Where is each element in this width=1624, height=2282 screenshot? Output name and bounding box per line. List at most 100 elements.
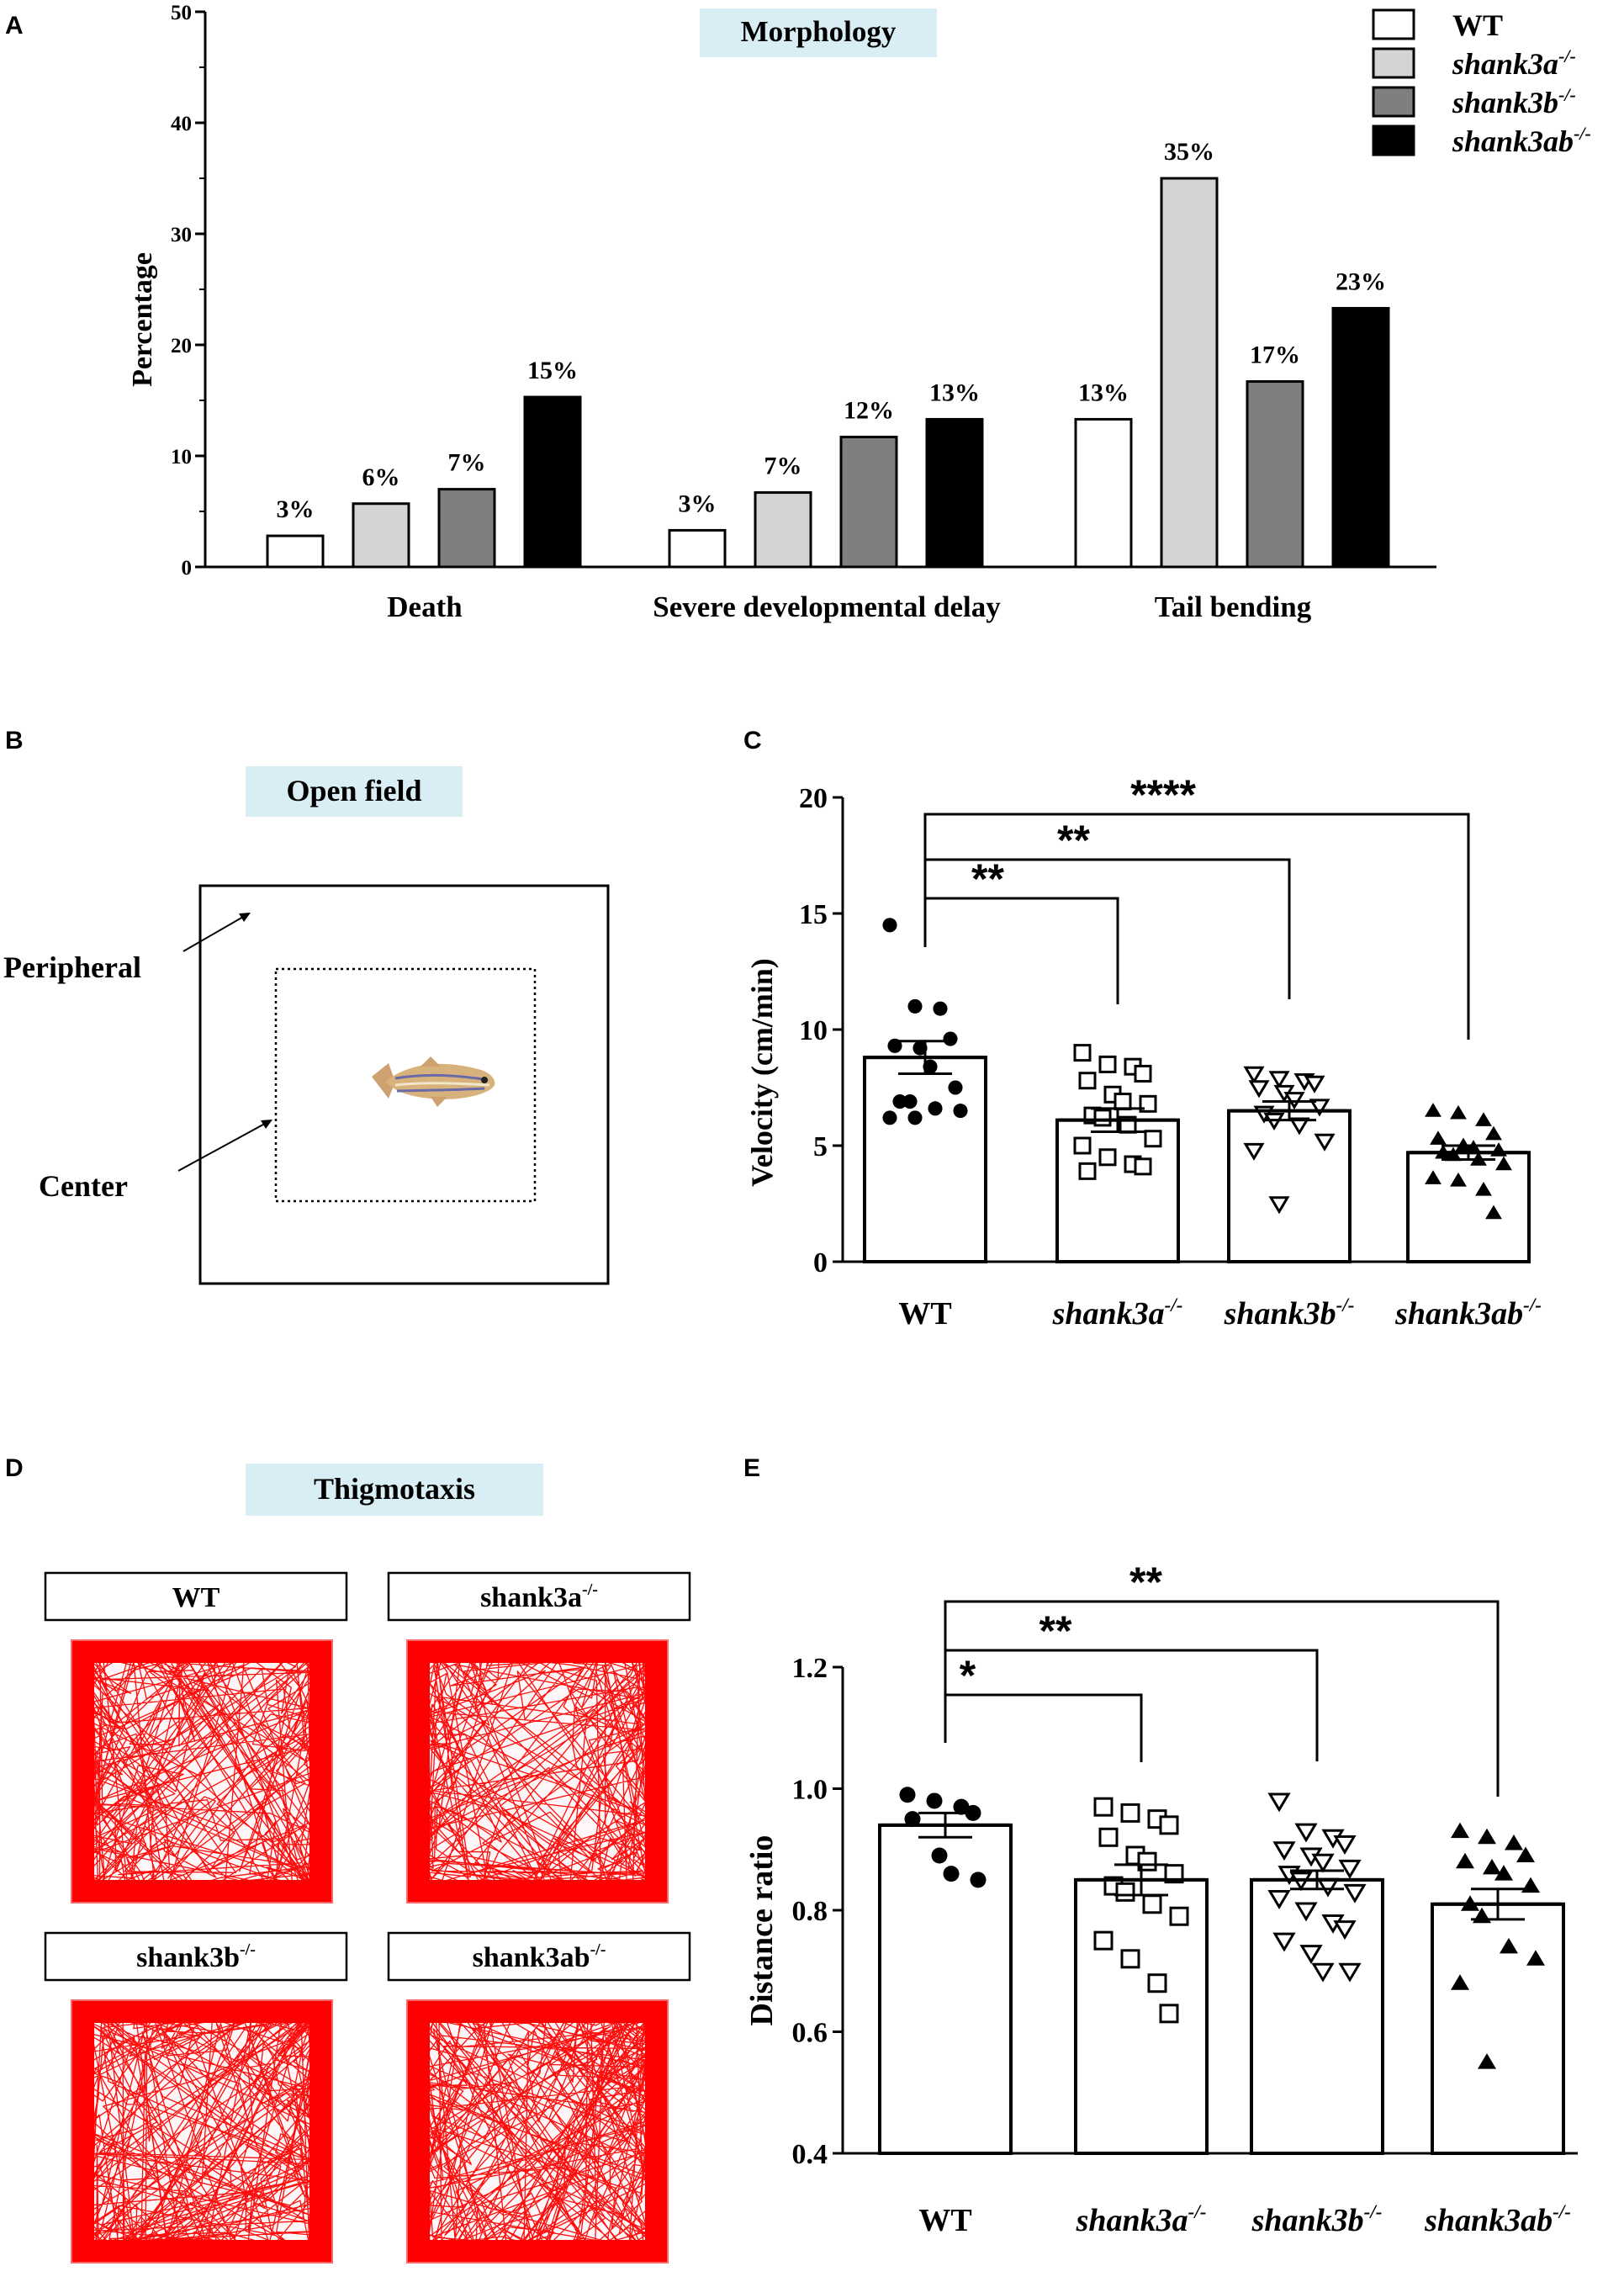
panel-d-thigmotaxis: Thigmotaxis WT shank3a-/-shank3b-/- shank3… bbox=[44, 1464, 691, 2263]
x-category-label: shank3ab-/- bbox=[1394, 1295, 1542, 1332]
y-tick-label: 1.0 bbox=[792, 1775, 828, 1806]
data-point bbox=[1243, 1066, 1265, 1084]
data-point bbox=[926, 1792, 943, 1809]
center-arrow bbox=[177, 1120, 272, 1172]
data-point bbox=[1114, 1093, 1132, 1111]
x-category-label: shank3b-/- bbox=[1251, 2201, 1383, 2238]
data-point bbox=[1078, 1072, 1097, 1090]
significance-stars: ** bbox=[1129, 1559, 1162, 1606]
data-point bbox=[1309, 1099, 1330, 1117]
x-category-label: WT bbox=[898, 1296, 951, 1332]
data-point bbox=[1098, 1148, 1117, 1167]
thigmotaxis-tracks: WT shank3a-/-shank3b-/- shank3ab-/- bbox=[44, 1571, 691, 2263]
bar-data-label: 17% bbox=[1250, 342, 1300, 369]
legend-entry: shank3a-/- bbox=[1452, 45, 1576, 81]
panel-letter-e: E bbox=[743, 1454, 760, 1482]
bar-data-label: 12% bbox=[844, 397, 894, 425]
track-label: shank3ab-/- bbox=[473, 1940, 606, 1973]
data-point bbox=[923, 1059, 938, 1074]
legend-entry: shank3ab-/- bbox=[1452, 123, 1591, 158]
track-label-box bbox=[44, 1571, 348, 1622]
legend-entry-main: shank3ab bbox=[1452, 124, 1574, 158]
data-point bbox=[1314, 1133, 1336, 1152]
bar bbox=[839, 436, 898, 569]
track-label-sup: -/- bbox=[240, 1940, 256, 1959]
y-tick-label: 10 bbox=[799, 1015, 828, 1046]
bar bbox=[266, 534, 325, 569]
bar bbox=[352, 502, 410, 569]
data-point bbox=[1500, 1937, 1518, 1954]
data-point bbox=[1268, 1196, 1290, 1215]
data-point bbox=[882, 1110, 897, 1125]
data-point bbox=[907, 998, 923, 1014]
data-point bbox=[943, 1031, 958, 1046]
data-point bbox=[1078, 1162, 1097, 1180]
chart-c-ylabel: Velocity (cm/min) bbox=[745, 958, 779, 1187]
data-point bbox=[931, 1847, 948, 1864]
data-point bbox=[1333, 1835, 1357, 1855]
x-category-label-main: shank3b bbox=[1251, 2203, 1364, 2238]
bar bbox=[668, 528, 727, 569]
data-point bbox=[928, 1101, 943, 1116]
panel-letter-b: B bbox=[5, 727, 24, 754]
x-category-label-main: WT bbox=[898, 1296, 951, 1332]
data-point bbox=[1495, 1156, 1512, 1171]
x-category-label-main: shank3ab bbox=[1424, 2203, 1553, 2238]
bar bbox=[1331, 306, 1390, 569]
y-tick-label: 20 bbox=[799, 783, 828, 814]
data-point bbox=[1451, 1822, 1469, 1839]
x-category-label-sup: -/- bbox=[1165, 1295, 1183, 1316]
legend-entry-main: shank3b bbox=[1452, 86, 1558, 119]
data-point bbox=[1475, 1112, 1492, 1126]
data-point bbox=[1475, 1181, 1492, 1196]
y-tick-label: 0.6 bbox=[792, 2018, 828, 2049]
data-point bbox=[1159, 1815, 1179, 1835]
data-point bbox=[1147, 1973, 1167, 1993]
significance-bracket bbox=[944, 1693, 1143, 1762]
y-tick-label: 15 bbox=[799, 899, 828, 930]
swim-track-path bbox=[413, 1646, 662, 1897]
data-point bbox=[1425, 1103, 1441, 1117]
chart-a-bars: 3% 6% 7% 15% 3% 7% 12% 13% 13% 35% 17% 23% bbox=[266, 138, 1390, 569]
x-category-label: shank3a-/- bbox=[1076, 2201, 1207, 2238]
legend-entry-main: shank3a bbox=[1452, 47, 1558, 81]
bar bbox=[1074, 417, 1133, 569]
data-point bbox=[1144, 1130, 1162, 1148]
bar bbox=[925, 417, 984, 569]
track-label: shank3a-/- bbox=[480, 1580, 598, 1613]
x-category-label-sup: -/- bbox=[1523, 1295, 1542, 1316]
data-point bbox=[1494, 1865, 1513, 1881]
legend-entry-sup: -/- bbox=[1558, 84, 1576, 105]
data-point bbox=[1450, 1172, 1467, 1187]
data-point bbox=[1311, 1853, 1335, 1873]
x-category-label-sup: -/- bbox=[1364, 2201, 1383, 2222]
data-point bbox=[899, 1787, 916, 1803]
data-point bbox=[1283, 1092, 1305, 1110]
track-label-main: shank3a bbox=[480, 1582, 582, 1613]
data-point bbox=[902, 1094, 918, 1109]
data-point bbox=[1248, 1080, 1270, 1099]
legend-entry: WT bbox=[1452, 8, 1503, 42]
panel-letter-a: A bbox=[5, 12, 24, 40]
data-point bbox=[1478, 2053, 1496, 2069]
thigmotaxis-title: Thigmotaxis bbox=[314, 1472, 475, 1506]
bar bbox=[1246, 380, 1304, 569]
bar bbox=[878, 1823, 1013, 2156]
data-point bbox=[1299, 1945, 1323, 1965]
data-point bbox=[1169, 1906, 1189, 1926]
data-point bbox=[904, 1811, 921, 1828]
data-point bbox=[907, 1110, 923, 1125]
data-point bbox=[1485, 1205, 1502, 1220]
x-category-label: Severe developmental delay bbox=[653, 590, 1001, 623]
bar bbox=[863, 1056, 987, 1263]
data-point bbox=[1142, 1894, 1162, 1914]
data-point bbox=[965, 1804, 981, 1821]
bar bbox=[1250, 1877, 1384, 2155]
significance-stars: * bbox=[960, 1652, 976, 1699]
significance-stars: **** bbox=[1130, 771, 1196, 818]
legend-swatch bbox=[1372, 124, 1415, 156]
data-point bbox=[1338, 1962, 1362, 1983]
track-label-main: shank3ab bbox=[473, 1942, 590, 1973]
